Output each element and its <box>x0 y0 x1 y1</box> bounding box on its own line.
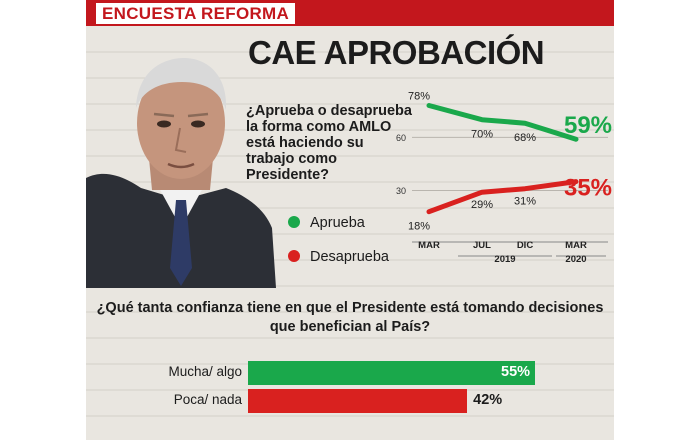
x-tick-label-2: DIC <box>517 240 534 251</box>
data-label-desaprueba-0: 18% <box>408 221 430 233</box>
data-label-aprueba-2: 68% <box>514 132 536 144</box>
legend-item-desaprueba: Desaprueba <box>288 249 389 265</box>
data-label-aprueba-0: 78% <box>408 91 430 103</box>
series-line-desaprueba <box>426 179 579 215</box>
bar-category-label-1: Poca/ nada <box>173 392 242 407</box>
data-label-aprueba-3: 59% <box>564 112 612 139</box>
gridline-label-30: 30 <box>396 186 406 196</box>
data-label-desaprueba-1: 29% <box>471 199 493 211</box>
header-label: ENCUESTA REFORMA <box>96 3 296 24</box>
year-label-2020: 2020 <box>565 254 586 265</box>
bar-row-0: Mucha/ algo 55% <box>86 361 614 385</box>
infographic-card: ENCUESTA REFORMA CAE APROBACIÓN ¿Aprueba… <box>86 0 614 440</box>
x-tick-label-0: MAR <box>418 240 440 251</box>
x-tick-label-3: MAR <box>565 240 587 251</box>
legend-label-aprueba: Aprueba <box>310 215 365 231</box>
green-dot-icon <box>288 216 300 228</box>
gridline-label-60: 60 <box>396 133 406 143</box>
approval-trend-chart: 60 30 78% 70% 68% 59% 18% 29% 31% 35% MAR JUL DIC MAR… <box>396 91 612 265</box>
header-bar: ENCUESTA REFORMA <box>86 0 614 26</box>
red-dot-icon <box>288 250 300 262</box>
confidence-question: ¿Qué tanta confianza tiene en que el Pre… <box>96 300 604 335</box>
bar-1 <box>248 389 468 413</box>
x-tick-label-1: JUL <box>473 240 491 251</box>
bar-category-label-0: Mucha/ algo <box>168 364 242 379</box>
data-label-desaprueba-2: 31% <box>514 196 536 208</box>
legend-item-aprueba: Aprueba <box>288 215 365 231</box>
series-line-aprueba <box>426 103 579 142</box>
data-label-aprueba-1: 70% <box>471 129 493 141</box>
bar-row-1: Poca/ nada 42% <box>86 389 614 413</box>
approval-question: ¿Aprueba o desaprueba la forma como AMLO… <box>246 103 412 183</box>
president-portrait-image <box>86 58 276 288</box>
data-label-desaprueba-3: 35% <box>564 175 612 202</box>
headline: CAE APROBACIÓN <box>248 34 545 71</box>
legend-label-desaprueba: Desaprueba <box>310 249 389 265</box>
bar-0 <box>248 361 535 385</box>
bar-value-label-0: 55% <box>501 364 531 380</box>
year-label-2019: 2019 <box>494 254 515 265</box>
bar-value-label-1: 42% <box>473 392 503 408</box>
confidence-bar-chart: Mucha/ algo 55% Poca/ nada 42% <box>86 350 614 420</box>
